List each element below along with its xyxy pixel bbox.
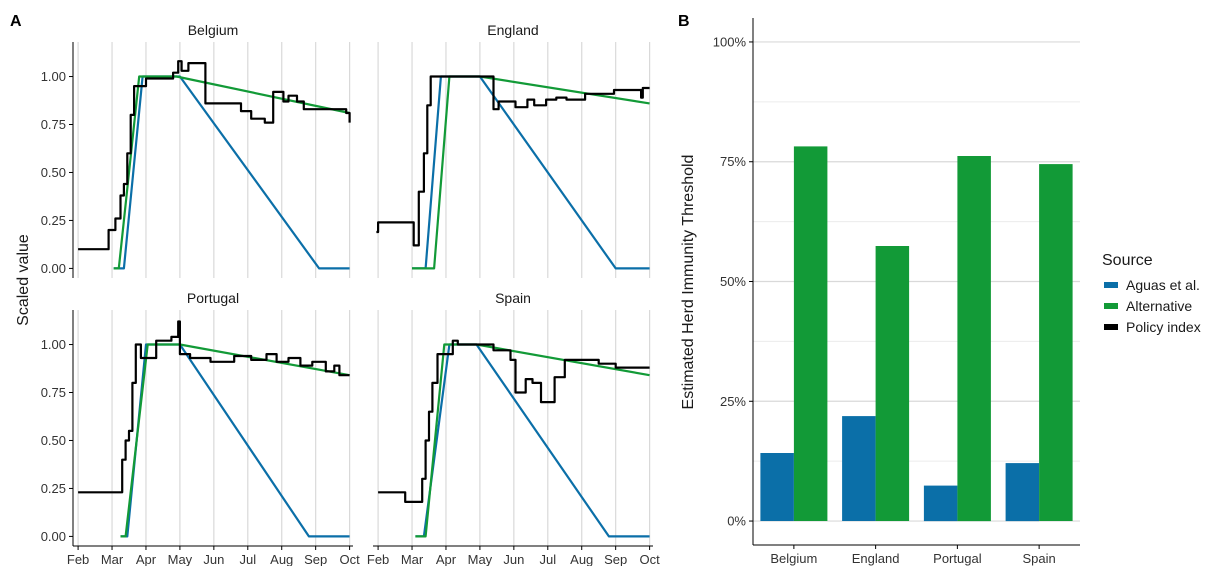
portugal-x-tick-label-jul: Jul	[239, 552, 256, 566]
bar-y-tick-label-0: 0%	[727, 514, 746, 529]
belgium-line-policy-index	[78, 60, 351, 251]
spain-x-tick-label-mar: Mar	[401, 552, 424, 566]
portugal-x-tick-label-feb: Feb	[67, 552, 89, 566]
panel-b-y-axis-title: Estimated Herd Immunity Threshold	[680, 155, 697, 410]
portugal-y-tick-label-0-00: 0.00	[41, 529, 66, 544]
spain-facet-title: Spain	[495, 290, 531, 306]
portugal-x-tick-label-sep: Sep	[304, 552, 327, 566]
facet-portugal: Portugal 0.00 0.25 0.50 0.75 1.00 Feb Mar Apr May…	[41, 290, 360, 566]
bar-x-tick-label-portugal: Portugal	[933, 551, 982, 566]
legend-swatch-alternative	[1104, 303, 1118, 309]
portugal-y-tick-label-0-25: 0.25	[41, 481, 66, 496]
spain-x-tick-label-jun: Jun	[503, 552, 524, 566]
belgium-y-tick-label-1-00: 1.00	[41, 69, 66, 84]
portugal-line-alternative	[120, 343, 350, 538]
portugal-y-tick-label-0-75: 0.75	[41, 385, 66, 400]
spain-x-tick-label-oct: Oct	[639, 552, 660, 566]
legend: Source Aguas et al. Alternative Policy i…	[1102, 252, 1201, 335]
legend-label-aguas: Aguas et al.	[1126, 277, 1200, 293]
bar-x-tick-label-belgium: Belgium	[770, 551, 817, 566]
england-line-policy-index	[376, 75, 650, 247]
panel-a-tag: A	[10, 13, 22, 30]
portugal-y-tick-label-1-00: 1.00	[41, 337, 66, 352]
legend-swatch-aguas	[1104, 282, 1118, 288]
panel-a-y-axis-title: Scaled value	[15, 234, 32, 326]
bar-belgium-alternative	[793, 146, 828, 521]
bar-x-tick-label-spain: Spain	[1023, 551, 1056, 566]
belgium-line-alternative	[113, 75, 350, 270]
spain-x-tick-label-jul: Jul	[539, 552, 556, 566]
portugal-x-tick-label-mar: Mar	[101, 552, 124, 566]
portugal-x-tick-label-apr: Apr	[136, 552, 157, 566]
portugal-facet-title: Portugal	[187, 290, 239, 306]
england-facet-title: England	[487, 22, 538, 38]
spain-line-policy-index	[378, 339, 650, 503]
belgium-y-tick-label-0-25: 0.25	[41, 213, 66, 228]
bar-y-tick-label-50: 50%	[720, 274, 746, 289]
bar-england-aguas-et-al	[842, 416, 876, 521]
spain-x-tick-label-feb: Feb	[367, 552, 389, 566]
bar-spain-alternative	[1039, 164, 1073, 521]
bar-chart: 0% 25% 50% 75% 100% Belgium England Portugal Spa…	[713, 18, 1080, 566]
bar-y-tick-label-25: 25%	[720, 394, 746, 409]
bar-x-tick-label-england: England	[852, 551, 900, 566]
bar-spain-aguas-et-al	[1005, 463, 1040, 522]
portugal-y-tick-label-0-50: 0.50	[41, 433, 66, 448]
belgium-y-tick-label-0-00: 0.00	[41, 261, 66, 276]
legend-label-policy-index: Policy index	[1126, 319, 1201, 335]
portugal-line-policy-index	[78, 320, 350, 494]
facet-england: England	[376, 22, 651, 278]
spain-x-tick-label-may: May	[468, 552, 493, 566]
spain-line-alternative	[415, 343, 650, 538]
bar-belgium-aguas-et-al	[760, 453, 794, 521]
panel-b-tag: B	[678, 13, 690, 30]
legend-label-alternative: Alternative	[1126, 298, 1192, 314]
belgium-facet-title: Belgium	[188, 22, 239, 38]
bar-portugal-aguas-et-al	[923, 485, 958, 522]
facet-belgium: Belgium 0.00 0.25 0.50 0.75 1.00	[41, 22, 351, 278]
portugal-x-tick-label-may: May	[168, 552, 193, 566]
bar-y-tick-label-75: 75%	[720, 154, 746, 169]
portugal-x-tick-label-aug: Aug	[270, 552, 293, 566]
spain-x-tick-label-sep: Sep	[604, 552, 627, 566]
legend-title: Source	[1102, 252, 1153, 269]
portugal-x-tick-label-jun: Jun	[203, 552, 224, 566]
belgium-y-tick-label-0-50: 0.50	[41, 165, 66, 180]
bar-portugal-alternative	[957, 156, 991, 522]
portugal-x-tick-label-oct: Oct	[339, 552, 360, 566]
bar-y-tick-label-100: 100%	[713, 34, 747, 49]
bar-england-alternative	[875, 246, 910, 521]
facet-spain: Spain Feb Mar Apr May Jun Jul Aug Sep Oct	[367, 290, 660, 566]
belgium-y-tick-label-0-75: 0.75	[41, 117, 66, 132]
spain-x-tick-label-aug: Aug	[570, 552, 593, 566]
legend-swatch-policy-index	[1104, 324, 1118, 330]
spain-x-tick-label-apr: Apr	[436, 552, 457, 566]
